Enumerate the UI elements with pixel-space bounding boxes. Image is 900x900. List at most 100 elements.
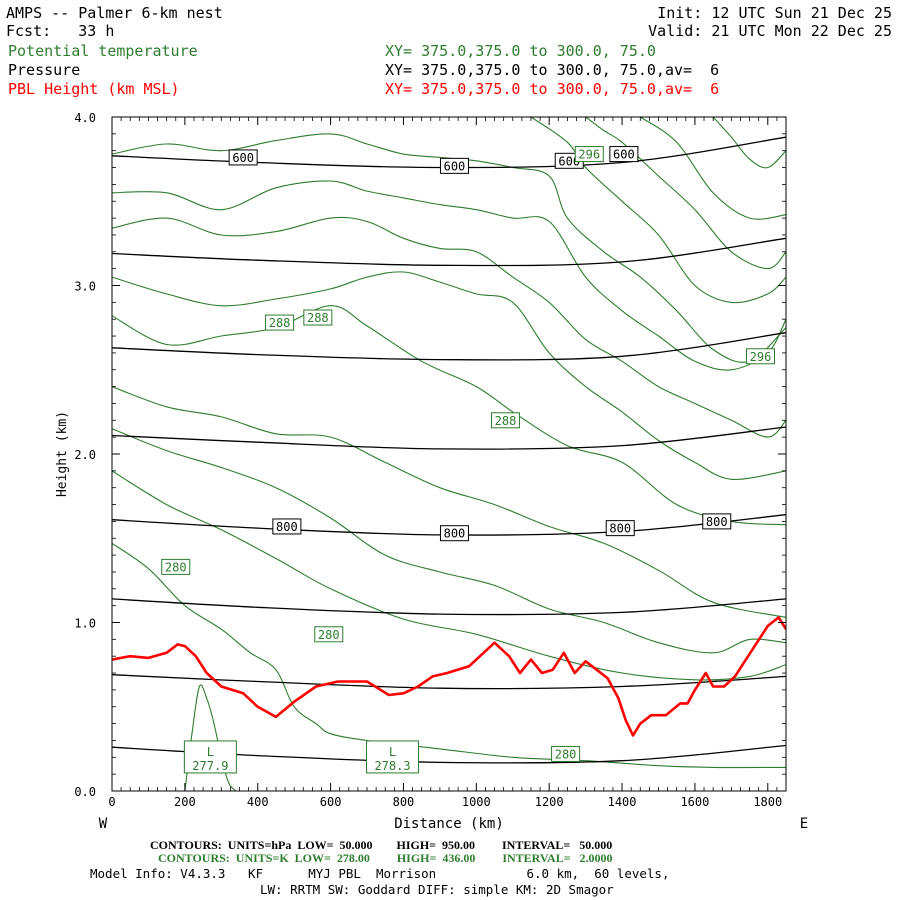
pressure-label-600: 600 bbox=[609, 146, 639, 163]
footer-model-info-2: LW: RRTM SW: Goddard DIFF: simple KM: 2D… bbox=[260, 882, 614, 897]
svg-text:288: 288 bbox=[307, 311, 329, 325]
chart-title: AMPS -- Palmer 6-km nest bbox=[6, 4, 223, 22]
pressure-contour-750 bbox=[112, 426, 786, 450]
theta-label-280: 280 bbox=[161, 558, 191, 575]
y-tick-label: 1.0 bbox=[74, 617, 96, 631]
svg-text:280: 280 bbox=[318, 628, 340, 642]
theta-label-296: 296 bbox=[745, 348, 775, 365]
theta-label-288: 288 bbox=[490, 412, 520, 429]
x-tick-label: 1200 bbox=[535, 795, 564, 809]
x-tick-label: 200 bbox=[174, 795, 196, 809]
footer-pressure-contours: CONTOURS: UNITS=hPa LOW= 50.000 HIGH= 95… bbox=[150, 838, 612, 853]
svg-text:L: L bbox=[389, 745, 396, 759]
svg-text:278.3: 278.3 bbox=[374, 759, 410, 773]
svg-text:600: 600 bbox=[558, 154, 580, 168]
theta-contour-280 bbox=[112, 542, 786, 769]
pressure-label-800: 800 bbox=[272, 518, 302, 535]
pressure-contour-800 bbox=[112, 514, 786, 536]
y-axis-label: Height (km) bbox=[55, 411, 70, 497]
theta-contour-286 bbox=[112, 386, 786, 618]
init-time: Init: 12 UTC Sun 21 Dec 25 bbox=[657, 4, 892, 22]
axes: 0 200 400 600 800 1000 1200 1400 1600 1800 0.0 1.0 2… bbox=[74, 111, 787, 809]
x-tick-label: 400 bbox=[247, 795, 269, 809]
field-pressure-name: Pressure bbox=[8, 61, 81, 79]
field-pbl-name: PBL Height (km MSL) bbox=[8, 80, 180, 98]
theta-label-280: 280 bbox=[314, 626, 344, 643]
y-tick-label: 3.0 bbox=[74, 280, 96, 294]
svg-text:L: L bbox=[207, 745, 214, 759]
x-tick-label: 1400 bbox=[608, 795, 637, 809]
valid-time: Valid: 21 UTC Mon 22 Dec 25 bbox=[648, 22, 892, 40]
y-tick-label: 4.0 bbox=[74, 111, 96, 125]
field-theta-xy: XY= 375.0,375.0 to 300.0, 75.0 bbox=[385, 42, 656, 60]
x-tick-label: 600 bbox=[320, 795, 342, 809]
svg-text:600: 600 bbox=[613, 148, 635, 162]
footer-theta-info: UNITS=K LOW= 278.00 HIGH= 436.00 INTERVA… bbox=[235, 851, 613, 865]
theta-contour-292 bbox=[112, 216, 786, 438]
pressure-contours bbox=[112, 136, 786, 764]
svg-text:277.9: 277.9 bbox=[192, 759, 228, 773]
footer-theta-label: CONTOURS: bbox=[158, 851, 230, 865]
theta-contour-296 bbox=[112, 133, 786, 363]
east-end-label: E bbox=[800, 816, 808, 832]
pressure-contour-900 bbox=[112, 674, 786, 690]
theta-contour-298 bbox=[530, 117, 786, 304]
footer-pressure-info: UNITS=hPa LOW= 50.000 HIGH= 950.00 INTER… bbox=[227, 838, 613, 852]
x-tick-label: 800 bbox=[393, 795, 415, 809]
theta-label-288: 288 bbox=[303, 309, 333, 326]
forecast-hour: Fcst: 33 h bbox=[6, 22, 114, 40]
svg-text:600: 600 bbox=[444, 159, 466, 173]
svg-text:800: 800 bbox=[609, 522, 631, 536]
contour-labels: 600 600 600 600 800 800 800 800 280 280 280 288 288 2… bbox=[161, 146, 775, 774]
x-tick-label: 1800 bbox=[753, 795, 782, 809]
theta-contour-278 bbox=[184, 684, 237, 791]
theta-contour-290 bbox=[112, 271, 786, 480]
pressure-label-800: 800 bbox=[702, 513, 732, 530]
theta-label-288: 288 bbox=[265, 314, 295, 331]
pressure-contour-650 bbox=[112, 237, 786, 267]
x-tick-label: 0 bbox=[108, 795, 115, 809]
svg-text:280: 280 bbox=[555, 747, 577, 761]
svg-text:288: 288 bbox=[269, 316, 291, 330]
pbl-height-line bbox=[112, 616, 786, 737]
theta-contour-300 bbox=[585, 117, 786, 270]
x-tick-label: 1600 bbox=[680, 795, 709, 809]
field-pbl-xy: XY= 375.0,375.0 to 300.0, 75.0,av= 6 bbox=[385, 80, 720, 98]
pressure-label-800: 800 bbox=[605, 520, 635, 537]
theta-label-280: 280 bbox=[551, 745, 581, 762]
svg-text:296: 296 bbox=[578, 148, 600, 162]
forecast-value: 33 h bbox=[78, 22, 115, 40]
x-tick-label: 1000 bbox=[462, 795, 491, 809]
svg-text:288: 288 bbox=[495, 414, 517, 428]
field-theta-name: Potential temperature bbox=[8, 42, 198, 60]
footer-model-info: Model Info: V4.3.3 KF MYJ PBL Morrison 6… bbox=[90, 866, 670, 881]
theta-contour-288 bbox=[112, 305, 786, 526]
theta-contour-304 bbox=[712, 117, 786, 169]
pressure-label-600: 600 bbox=[439, 157, 469, 174]
theta-contour-302 bbox=[639, 117, 786, 220]
west-end-label: W bbox=[99, 816, 108, 832]
svg-text:296: 296 bbox=[750, 350, 772, 364]
pressure-label-800: 800 bbox=[439, 525, 469, 542]
pressure-contour-850 bbox=[112, 598, 786, 616]
y-tick-label: 2.0 bbox=[74, 448, 96, 462]
forecast-label: Fcst: bbox=[6, 22, 52, 40]
x-axis-label: Distance (km) bbox=[394, 816, 504, 832]
theta-contour-294 bbox=[112, 180, 786, 371]
footer-pressure-label: CONTOURS: bbox=[150, 838, 222, 852]
svg-text:600: 600 bbox=[232, 151, 254, 165]
svg-text:800: 800 bbox=[276, 520, 298, 534]
svg-text:800: 800 bbox=[706, 515, 728, 529]
pressure-contour-600 bbox=[112, 136, 786, 169]
pbl-height-series bbox=[112, 616, 786, 737]
pressure-contour-700 bbox=[112, 332, 786, 361]
theta-label-296: 296 bbox=[574, 146, 604, 163]
theta-contour-284 bbox=[112, 428, 786, 654]
plot-frame bbox=[111, 116, 787, 792]
svg-text:800: 800 bbox=[444, 527, 466, 541]
svg-text:280: 280 bbox=[165, 560, 187, 574]
pressure-label-600: 600 bbox=[228, 149, 258, 166]
